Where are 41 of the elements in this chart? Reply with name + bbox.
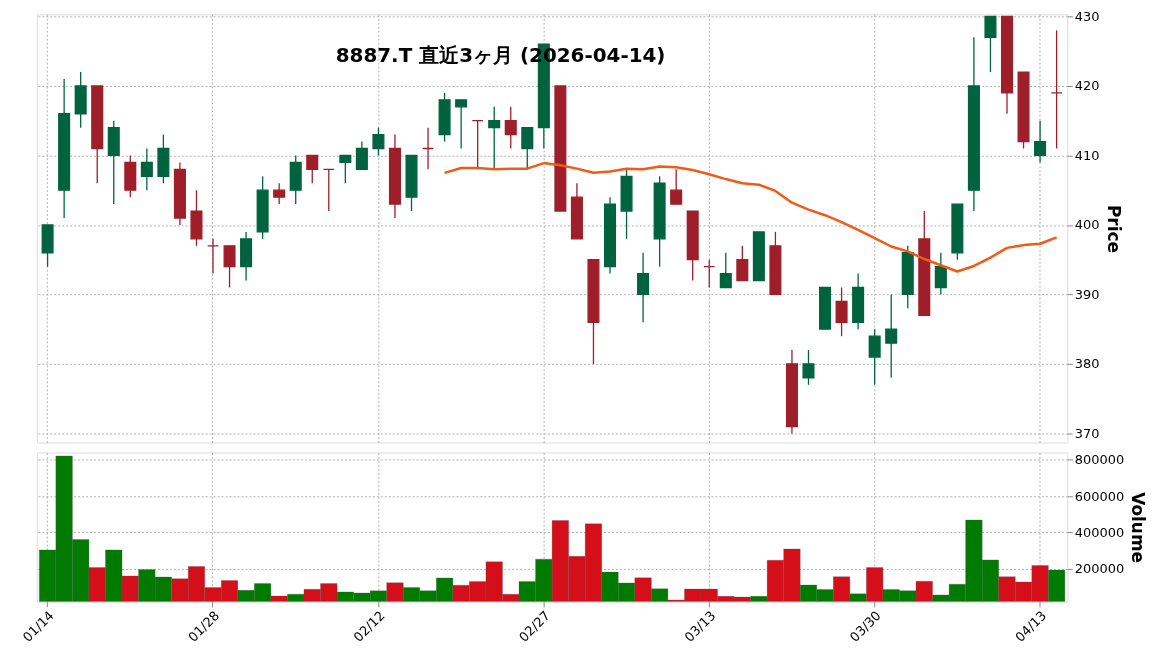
candlestick: [422, 126, 435, 170]
candlestick: [984, 15, 997, 73]
candlestick: [885, 293, 898, 379]
candlestick: [637, 252, 650, 323]
y-tick-label: 380: [1074, 356, 1100, 372]
candlestick: [140, 147, 153, 191]
candlestick: [736, 245, 749, 282]
candlestick: [670, 168, 683, 205]
y-tick-label: 600000: [1074, 488, 1125, 504]
candlestick: [206, 238, 220, 275]
candlestick: [306, 154, 319, 184]
y-axis-title: Price: [1103, 204, 1124, 253]
candlestick: [719, 252, 732, 289]
y-tick-label: 400: [1074, 217, 1100, 233]
candlestick: [504, 106, 517, 150]
y-tick-label: 370: [1074, 425, 1100, 441]
candlestick: [934, 252, 947, 296]
candlestick: [868, 328, 881, 386]
candlestick: [1050, 29, 1063, 150]
candlestick: [355, 140, 368, 170]
candlestick: [471, 120, 484, 170]
candlestick: [339, 154, 352, 184]
y-axis-title: Volume: [1128, 492, 1149, 563]
candlestick: [455, 99, 468, 150]
y-tick-label: 800000: [1074, 452, 1125, 468]
candlestick: [1034, 120, 1047, 164]
candlestick: [802, 349, 815, 386]
candlestick: [521, 126, 534, 170]
candlestick: [835, 286, 848, 337]
y-tick-label: 200000: [1074, 561, 1125, 577]
y-tick-label: 390: [1074, 286, 1100, 302]
y-tick-label: 410: [1074, 147, 1100, 163]
candlestick: [223, 245, 236, 289]
y-tick-label: 430: [1074, 8, 1100, 24]
y-tick-label: 400000: [1074, 525, 1125, 541]
y-tick-label: 420: [1074, 78, 1100, 94]
candlestick: [322, 168, 335, 212]
candlestick: [372, 126, 385, 157]
candlestick: [703, 259, 716, 289]
candlestick: [273, 182, 286, 205]
candlestick: [488, 106, 501, 170]
